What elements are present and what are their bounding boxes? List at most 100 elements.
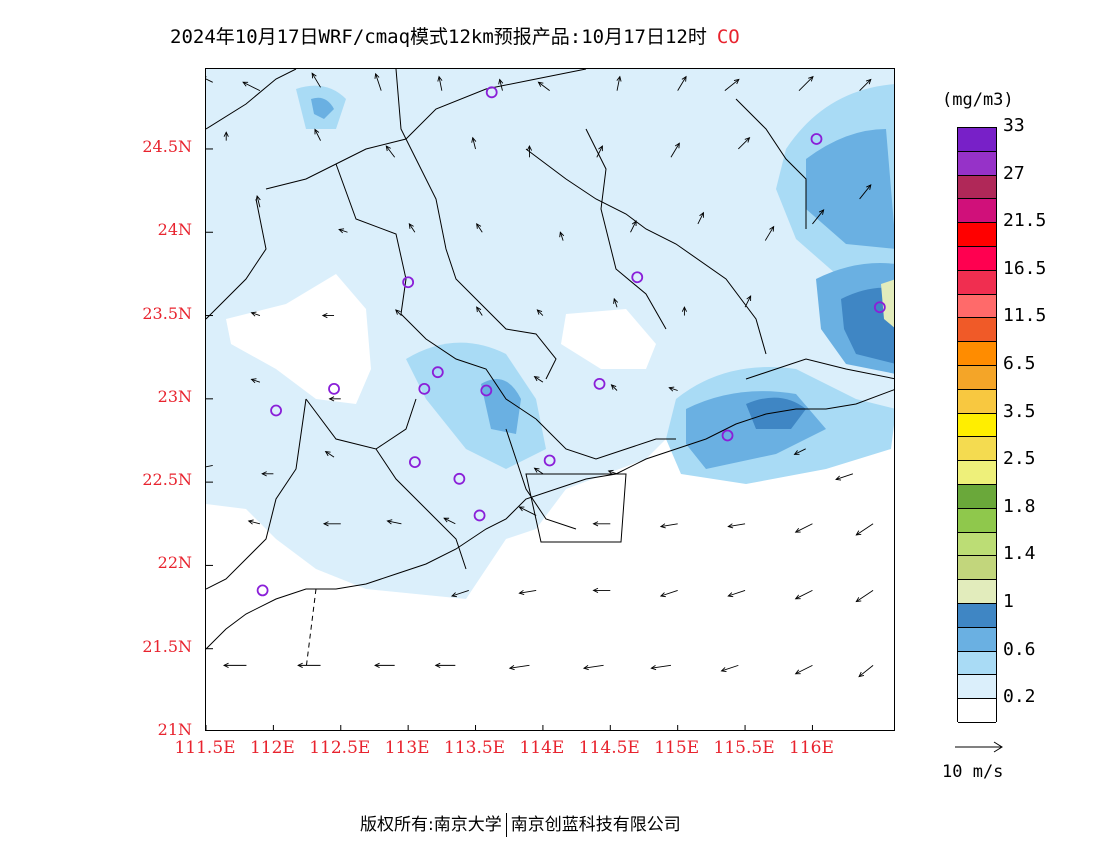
monitoring-station-marker [721,429,734,442]
colorbar-label: 1 [1003,591,1014,612]
copyright-right: 南京创蓝科技有限公司 [510,815,681,835]
wind-vector [206,465,213,468]
colorbar-cell [958,223,996,247]
wind-vector [518,506,537,516]
wind-vector [681,306,687,316]
wind-vector [451,589,469,598]
wind-vector [536,309,544,316]
wind-vector [321,312,335,319]
wind-vector [697,211,704,225]
longitude-label: 113.5E [443,738,506,758]
wind-vector [812,209,825,225]
wind-vector [794,523,813,533]
wind-vector [859,184,872,200]
wind-vector [314,128,321,141]
latitude-label: 22.5N [142,470,192,490]
wind-vector [793,448,806,455]
wind-vector [764,225,775,241]
wind-key-label: 10 m/s [942,762,1004,782]
colorbar-label: 3.5 [1003,400,1036,422]
wind-vector [223,131,229,141]
pollutant-label: CO [716,26,740,48]
wind-vector [720,664,739,673]
monitoring-station-marker [480,384,493,397]
wind-vector [408,222,416,233]
colorbar-cell [958,175,996,200]
longitude-label: 115.5E [713,738,775,758]
co-band-east-peak [881,279,894,328]
monitoring-station-marker [810,133,823,145]
wind-vector [242,81,261,92]
colorbar-cell [958,461,996,485]
wind-vector [835,473,854,481]
longitude-label: 111.5E [174,738,236,758]
wind-vector [508,664,530,671]
colorbar-cell [958,675,996,700]
colorbar-cell [958,627,996,652]
wind-vector [222,662,247,668]
latitude-label: 23.5N [142,303,192,323]
wind-vector [255,195,261,208]
colorbar-cell [958,532,996,557]
colorbar-label: 1.4 [1003,543,1036,565]
colorbar-label: 21.5 [1003,210,1047,232]
monitoring-station-marker [418,382,431,395]
map-canvas [206,69,894,730]
longitude-label: 114E [519,738,565,758]
wind-vector [659,523,678,529]
colorbar-cell [958,413,996,438]
wind-vector [670,142,680,158]
monitoring-station-marker [593,377,606,390]
co-band-northeast-inner [806,129,894,249]
monitoring-station-marker [543,454,556,467]
monitoring-station-marker [473,509,486,522]
wind-vector [855,590,874,603]
wind-vector [437,75,443,91]
wind-vector [518,589,537,596]
colorbar-cell [958,508,996,533]
colorbar-unit: (mg/m3) [942,90,1014,110]
latitude-label: 21.5N [142,636,192,656]
wind-vector [476,222,483,233]
wind-vector [533,376,544,383]
colorbar-cell [958,556,996,581]
colorbar-cell [958,270,996,295]
colorbar-cell [958,247,996,271]
latitude-label: 22N [157,553,192,573]
co-band-guangzhou [406,342,546,469]
wind-vector [559,231,565,241]
colorbar-cell [958,128,996,152]
wind-vector [668,386,678,392]
maritime-boundary [305,588,317,670]
wind-vector [724,78,740,92]
wind-vector [471,136,477,150]
co-band-shanwei-peak [746,397,806,429]
copyright-left: 版权所有:南京大学 [360,815,502,835]
wind-vector [526,145,533,158]
wind-vector [794,590,813,600]
title-text: 2024年10月17日WRF/cmaq模式12km预报产品:10月17日12时 [170,26,707,48]
colorbar-cell [958,151,996,176]
wind-vector [855,523,874,536]
wind-vector [596,145,603,158]
wind-vector [677,75,687,91]
wind-vector [858,665,874,678]
longitude-label: 112.5E [309,738,371,758]
latitude-label: 21N [157,720,192,739]
wind-vector [311,72,321,88]
wind-vector [794,664,813,675]
wind-vector [434,662,456,668]
copyright-footer: 版权所有:南京大学 南京创蓝科技有限公司 [360,810,681,837]
colorbar-cell [958,604,996,628]
wind-vector [592,521,611,527]
colorbar-cell [958,318,996,343]
monitoring-station-marker [270,404,282,417]
wind-vector [630,220,637,233]
wind-vector [659,589,678,598]
wind-vector [537,81,550,92]
colorbar-cell [958,342,996,366]
latitude-label: 24N [157,220,192,240]
wind-vector [328,396,341,402]
monitoring-station-marker [256,584,269,597]
wind-vector [297,662,321,668]
